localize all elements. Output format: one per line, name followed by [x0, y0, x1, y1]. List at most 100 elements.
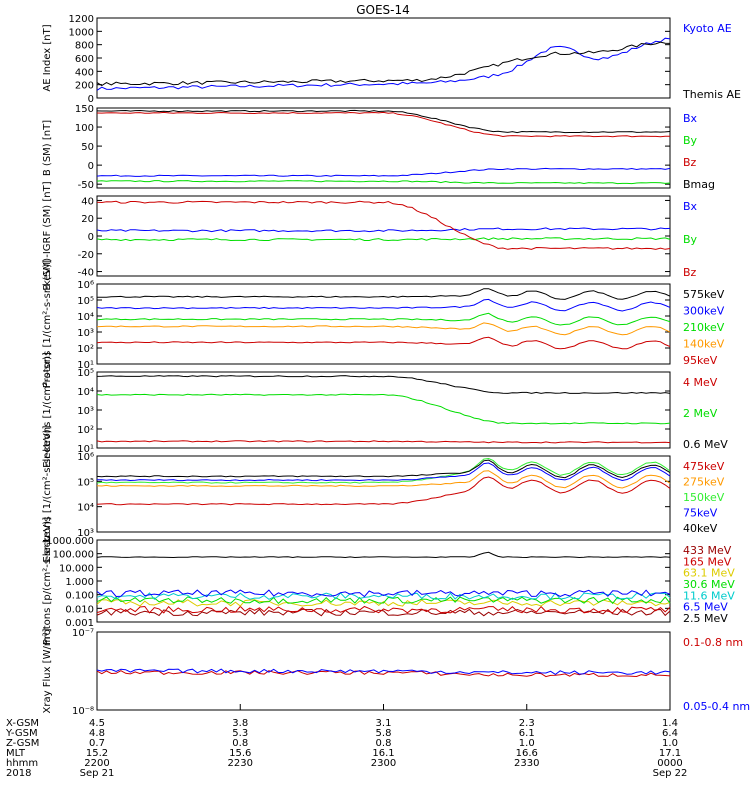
legend-entry: 2.5 MeV [683, 612, 728, 625]
series-line-kyoto-ae [96, 37, 671, 91]
legend-entry: 150keV [683, 491, 725, 504]
series-line-95kev [96, 336, 671, 350]
y-tick-label: 10⁴ [77, 312, 94, 323]
y-tick-label: 0 [88, 161, 94, 172]
series-line-by [96, 237, 671, 242]
legend-entry: Bx [683, 200, 698, 213]
x-row-value: 6.4 [662, 728, 678, 739]
x-row-value: 1.0 [662, 738, 678, 749]
legend-entry: 6.5 MeV [683, 601, 728, 614]
legend-entry: 433 MeV [683, 544, 732, 557]
figure-title: GOES-14 [356, 3, 410, 17]
x-row-value: 5.8 [376, 728, 392, 739]
legend-entry: 210keV [683, 321, 725, 334]
legend-entry: Bmag [683, 178, 715, 191]
series-line-63-1-mev [96, 599, 671, 607]
legend-entry: Themis AE [682, 88, 741, 101]
y-tick-label: 10⁵ [77, 368, 94, 379]
y-tick-label: 10³ [77, 406, 94, 417]
legend-entry: Bz [683, 266, 697, 279]
y-tick-label: 10⁻⁸ [72, 706, 94, 717]
y-tick-label: 0 [88, 94, 94, 105]
x-row-value: 3.1 [376, 718, 392, 729]
y-tick-label: 50 [81, 142, 94, 153]
y-tick-label: 400 [75, 67, 94, 78]
legend-entry: 11.6 MeV [683, 589, 735, 602]
y-tick-label: 1000 [69, 27, 94, 38]
series-line-bmag [96, 109, 671, 134]
y-tick-label: 0 [88, 232, 94, 243]
legend-entry: 2 MeV [683, 407, 718, 420]
y-tick-label: 0.001 [65, 618, 94, 629]
orbit-time-axis: X-GSM 4.5 3.8 3.1 2.3 1.4 Y-GSM 4.8 5.3 5.8 6.1 6.4… [5, 704, 687, 779]
y-tick-label: 10³ [77, 528, 94, 539]
x-row-value: 2230 [228, 758, 253, 769]
series-line-by [96, 180, 671, 185]
x-row-value: 2300 [371, 758, 396, 769]
legend-entry: Bx [683, 112, 698, 125]
x-row-value: 3.8 [232, 718, 248, 729]
y-tick-label: 800 [75, 41, 94, 52]
legend-entry: 30.6 MeV [683, 578, 735, 591]
legend-entry: 575keV [683, 288, 725, 301]
legend-entry: By [683, 233, 698, 246]
y-axis-label: Electrons [1/(cm²-s-sr-keV)] [42, 425, 53, 562]
x-row-value: 15.6 [229, 748, 251, 759]
panel-xray: 10⁻⁸ 10⁻⁷ Xray Flux [W/m²] 0.1-0.8 nm 0.05-0… [42, 628, 750, 717]
series-line-433-mev [96, 608, 671, 617]
series-line-475kev [96, 476, 671, 506]
legend-entry: 0.1-0.8 nm [683, 636, 743, 649]
legend-entry: Kyoto AE [683, 22, 732, 35]
y-axis-label: Protons [1/(cm²-s-sr-keV)] [42, 260, 53, 388]
x-row-value: 1.0 [519, 738, 535, 749]
y-tick-label: 10⁶ [77, 452, 94, 463]
y-axis-label: Xray Flux [W/m²] [42, 628, 53, 713]
y-tick-label: 10⁴ [77, 387, 94, 398]
series-line-40kev [96, 459, 671, 479]
legend-entry: 95keV [683, 354, 718, 367]
series-line-150kev [96, 457, 671, 484]
x-row-value: 0000 [657, 758, 682, 769]
panel-bsm: -50 0 50 100 150 B (SM) [nT] Bx By Bz Bmag [42, 104, 715, 191]
y-tick-label: 10⁶ [77, 280, 94, 291]
x-row-value: 1.4 [662, 718, 678, 729]
x-row-label: Y-GSM [5, 728, 38, 739]
legend-entry: 275keV [683, 476, 725, 489]
series-line-75kev [96, 462, 671, 482]
y-axis-label: AE Index [nT] [42, 24, 53, 91]
panel-frame [96, 371, 671, 449]
series-line-bx [96, 227, 671, 233]
y-axis-label: Electrons [1/(cm²-s-sr)] [42, 352, 53, 468]
x-row-value: 5.3 [232, 728, 248, 739]
panel-protons_kev: 10¹ 10² 10³ 10⁴ 10⁵ 10⁶ Protons [1/(cm²-s-sr-k… [42, 260, 725, 388]
x-row-label: X-GSM [6, 718, 39, 729]
series-line-575kev [97, 288, 671, 300]
series-line-2-5-mev [96, 551, 671, 559]
series-line-0-6-mev [96, 375, 671, 394]
legend-entry: 300keV [683, 305, 725, 318]
x-row-value: 0.8 [376, 738, 392, 749]
x-row-label: hhmm [6, 758, 38, 769]
y-tick-label: 0.010 [65, 604, 94, 615]
legend-entry: 4 MeV [683, 376, 718, 389]
y-tick-label: 1.000 [65, 577, 94, 588]
y-tick-label: 1200 [69, 14, 94, 25]
panel-frame [96, 283, 671, 365]
series-line-bz [96, 111, 670, 138]
legend-entry: 63.1 MeV [683, 567, 735, 580]
panel-frame [96, 631, 671, 711]
x-row-value: 2330 [514, 758, 539, 769]
panel-bigrf: -40 -20 0 20 40 B (SM)-IGRF (SM) [nT] Bx By Bz [42, 181, 698, 290]
y-tick-label: 150 [75, 104, 94, 115]
x-row-value: 17.1 [659, 748, 681, 759]
y-tick-label: 10⁵ [77, 296, 94, 307]
y-tick-label: 100.000 [53, 550, 94, 561]
y-tick-label: 10.000 [59, 563, 94, 574]
y-tick-label: 10⁵ [77, 477, 94, 488]
x-row-value: 0.7 [89, 738, 105, 749]
y-tick-label: 10¹ [77, 360, 94, 371]
y-tick-label: 10² [77, 425, 94, 436]
series-line-2-mev [96, 393, 671, 425]
panel-frame [96, 455, 671, 533]
